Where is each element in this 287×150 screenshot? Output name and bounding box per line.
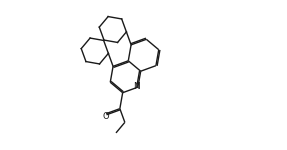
Text: N: N [133,82,140,91]
Text: O: O [103,112,109,121]
